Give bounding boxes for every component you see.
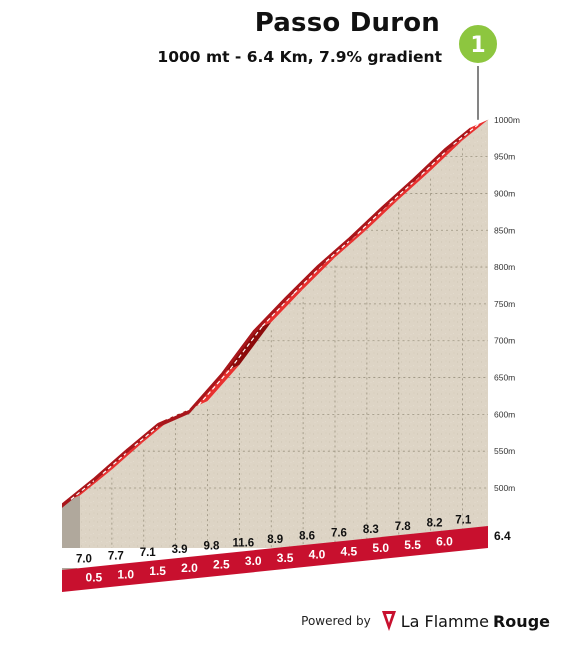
elevation-tick-label: 550m (494, 446, 515, 456)
km-mark-label: 2.0 (181, 561, 198, 575)
road-edge (348, 207, 381, 243)
segment-gradient-label: 7.8 (395, 521, 412, 533)
segment-gradient-label: 7.6 (331, 527, 347, 539)
road-edge (317, 237, 349, 271)
segment-gradient-label: 8.9 (267, 534, 283, 546)
road-edge (157, 409, 190, 428)
elevation-tick-label: 500m (494, 483, 515, 493)
road-edge (444, 127, 470, 153)
road-edge (253, 297, 286, 335)
distance-band (62, 526, 488, 592)
km-mark-label: 1.0 (117, 567, 134, 581)
segment-gradient-label: 7.1 (140, 547, 157, 559)
km-mark-label: 4.0 (309, 548, 326, 562)
segment-gradient-label: 9.8 (203, 541, 220, 553)
km-mark-label: 5.5 (404, 538, 421, 552)
elevation-tick-label: 650m (494, 373, 515, 383)
road-centerline (229, 325, 263, 370)
km-mark-label: 2.5 (213, 558, 230, 572)
segment-gradient-label: 8.6 (299, 531, 315, 543)
segment-gradient-label: 8.3 (363, 524, 379, 536)
km-mark-label: 5.0 (372, 541, 389, 555)
brand-name-part2: Rouge (492, 611, 550, 631)
elevation-tick-label: 900m (494, 188, 515, 198)
chart-title: Passo Duron (254, 8, 440, 38)
road-edge (189, 373, 222, 414)
elevation-tick-label: 700m (494, 336, 515, 346)
chart-subtitle: 1000 mt - 6.4 Km, 7.9% gradient (157, 48, 442, 66)
footer-branding: Powered by La Flamme Rouge (301, 610, 550, 632)
km-mark-label: 0.5 (86, 571, 103, 585)
brand-name-part1: La Flamme (400, 611, 489, 631)
climb-number-badge (457, 23, 499, 65)
flame-logo-icon (381, 611, 396, 631)
elevation-tick-label: 750m (494, 299, 515, 309)
elevation-tick-label: 850m (494, 225, 515, 235)
segment-gradient-label: 11.6 (232, 537, 254, 549)
km-mark-label: 3.0 (245, 554, 262, 568)
km-mark-label: 3.5 (277, 551, 294, 565)
km-mark-label: 6.0 (436, 534, 453, 548)
km-mark-label: 1.5 (149, 564, 166, 578)
road-edge (412, 148, 445, 184)
terrain-fill (80, 119, 488, 549)
elevation-tick-label: 800m (494, 262, 515, 272)
km-mark-label: 4.5 (341, 544, 358, 558)
road-edge (62, 477, 94, 508)
segment-gradient-label: 7.1 (455, 515, 472, 527)
segment-gradient-label: 8.2 (427, 518, 443, 530)
road-edge (380, 178, 413, 212)
elevation-tick-label: 950m (494, 152, 515, 162)
road-centerline (261, 292, 295, 327)
elevation-tick-label: 1000m (494, 115, 520, 125)
road-edge (125, 423, 158, 455)
road-edge (285, 265, 317, 302)
road-centerline (453, 123, 480, 145)
segment-gradient-label: 7.0 (76, 554, 92, 566)
brand-logo[interactable]: La Flamme Rouge (381, 610, 550, 632)
road-edge (221, 330, 254, 378)
elevation-tick-label: 600m (494, 409, 515, 419)
end-distance-label: 6.4 (494, 529, 511, 543)
road-centerline (198, 368, 231, 406)
segment-gradient-label: 3.9 (172, 544, 188, 556)
road-edge (93, 449, 126, 483)
powered-by-label: Powered by (301, 614, 371, 628)
segment-gradient-label: 7.7 (108, 550, 124, 562)
climb-number-text: 1 (470, 33, 485, 58)
